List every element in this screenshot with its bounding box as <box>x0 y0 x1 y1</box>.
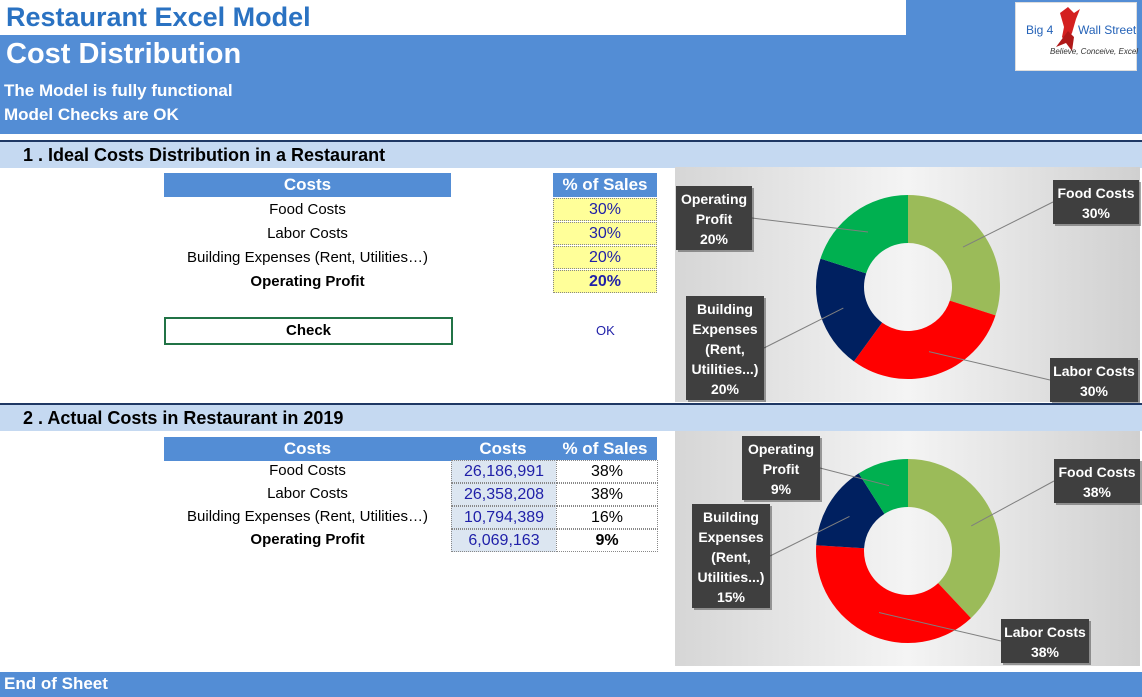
s2-cost-value[interactable]: 26,358,208 <box>451 483 557 506</box>
section1-heading-band: 1 . Ideal Costs Distribution in a Restau… <box>0 140 1142 168</box>
s1-pct-input[interactable]: 30% <box>553 222 657 245</box>
s1-pct-total[interactable]: 20% <box>553 270 657 293</box>
check-status[interactable]: OK <box>596 323 615 338</box>
chart-ideal-background[interactable] <box>675 167 1140 402</box>
s2-costs-header[interactable]: Costs <box>283 439 332 458</box>
header-band <box>0 35 1142 134</box>
s2-row-label[interactable]: Operating Profit <box>250 531 365 548</box>
s2-cost-value[interactable]: 10,794,389 <box>451 506 557 529</box>
s2-value-header[interactable]: Costs <box>479 439 527 458</box>
s2-pct-value[interactable]: 38% <box>556 483 658 506</box>
eagle-icon <box>1056 7 1080 51</box>
logo-tagline: Believe, Conceive, Excel <box>1050 47 1139 56</box>
chart-actual-background[interactable] <box>675 431 1140 666</box>
s1-pct-header[interactable]: % of Sales <box>553 173 657 197</box>
page-title: Cost Distribution <box>6 38 242 70</box>
status-line-functional: The Model is fully functional <box>4 81 233 100</box>
s2-cost-value[interactable]: 26,186,991 <box>451 460 557 483</box>
title-row <box>0 0 906 35</box>
section1-heading: 1 . Ideal Costs Distribution in a Restau… <box>23 145 386 165</box>
s2-pct-value[interactable]: 38% <box>556 460 658 483</box>
footer-band: End of Sheet <box>0 672 1142 697</box>
s1-pct-input[interactable]: 20% <box>553 246 657 269</box>
section2-heading: 2 . Actual Costs in Restaurant in 2019 <box>23 408 344 428</box>
s2-pct-header[interactable]: % of Sales <box>562 439 648 458</box>
app-title: Restaurant Excel Model <box>6 2 311 32</box>
s1-pct-input[interactable]: 30% <box>553 198 657 221</box>
s2-row-label[interactable]: Food Costs <box>269 462 346 479</box>
logo-left-text: Big 4 <box>1026 23 1054 37</box>
s2-row-label[interactable]: Labor Costs <box>267 485 348 502</box>
status-line-checks: Model Checks are OK <box>4 105 179 124</box>
s2-cost-value[interactable]: 6,069,163 <box>451 529 557 552</box>
s1-row-label[interactable]: Building Expenses (Rent, Utilities…) <box>187 249 428 266</box>
s2-row-label[interactable]: Building Expenses (Rent, Utilities…) <box>187 508 428 525</box>
check-cell[interactable]: Check <box>164 317 453 345</box>
s1-row-label[interactable]: Labor Costs <box>267 225 348 242</box>
s1-costs-header[interactable]: Costs <box>164 173 451 197</box>
s1-row-label[interactable]: Food Costs <box>269 201 346 218</box>
s2-pct-value[interactable]: 16% <box>556 506 658 529</box>
section2-heading-band: 2 . Actual Costs in Restaurant in 2019 <box>0 403 1142 431</box>
logo-right-text: Wall Street <box>1078 23 1137 37</box>
s1-row-label[interactable]: Operating Profit <box>250 273 365 290</box>
logo: Big 4 Wall Street Believe, Conceive, Exc… <box>1015 2 1139 71</box>
s2-header-bar <box>164 437 657 461</box>
s2-pct-value[interactable]: 9% <box>556 529 658 552</box>
footer-text: End of Sheet <box>4 674 108 693</box>
